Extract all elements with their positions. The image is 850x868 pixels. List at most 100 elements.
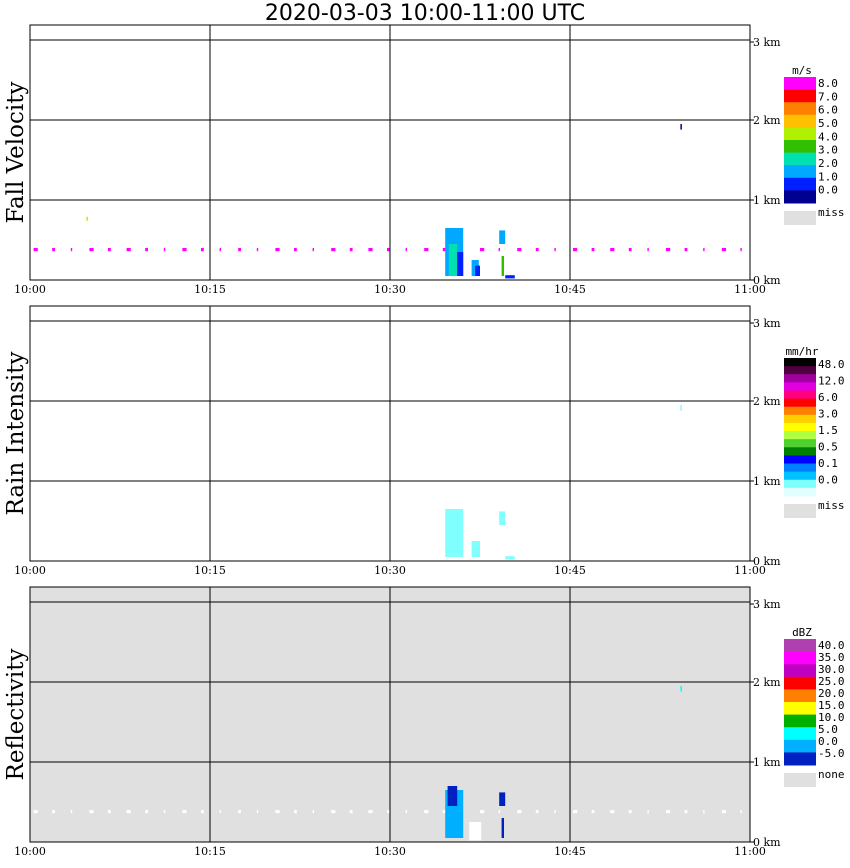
echo-band-cell [405, 248, 407, 252]
legend-swatch [784, 152, 816, 166]
echo-band-cell [219, 248, 221, 252]
panel-1: 10:00 10:15 10:30 10:45 11:000 km 1 km 2 km 3 k… [3, 305, 845, 577]
echo-cell [469, 822, 482, 841]
echo-band-cell [145, 248, 148, 252]
echo-cell [447, 786, 458, 806]
legend-swatch [784, 406, 816, 416]
x-tick-label: 10:15 [194, 564, 226, 577]
echo-cell [505, 556, 515, 560]
echo-band-cell [610, 810, 615, 814]
echo-band-cell [740, 810, 742, 814]
y-tick-label: 2 km [753, 114, 781, 127]
echo-cell [499, 511, 506, 525]
legend-swatch [784, 140, 816, 154]
x-tick-label: 10:15 [194, 283, 226, 296]
echo-band-cell [721, 248, 726, 252]
legend-swatch [784, 639, 816, 653]
echo-cell [499, 792, 506, 806]
echo-band-cell [628, 248, 632, 252]
legend-miss-label: miss [818, 499, 845, 512]
legend-label: 1.0 [818, 170, 838, 183]
echo-band-cell [703, 810, 705, 814]
legend-label: 30.0 [818, 663, 845, 676]
legend-label: -5.0 [818, 747, 845, 760]
legend-label: 20.0 [818, 687, 845, 700]
echo-band-cell [89, 248, 94, 252]
legend-label: 4.0 [818, 130, 838, 143]
x-tick-label: 10:30 [374, 283, 406, 296]
echo-band-cell [52, 810, 55, 814]
echo-band-cell [647, 810, 649, 814]
echo-band-cell [238, 248, 241, 252]
echo-band-cell [554, 810, 556, 814]
y-axis-label: Reflectivity [3, 649, 29, 781]
echo-band-cell [294, 248, 297, 252]
echo-band-cell [684, 810, 688, 814]
echo-band-cell [535, 248, 539, 252]
y-axis-label: Fall Velocity [3, 82, 29, 224]
echo-band-cell [70, 248, 73, 252]
legend-label: 48.0 [818, 358, 845, 371]
echo-band-cell [201, 248, 204, 252]
echo-band-cell [108, 248, 111, 252]
y-axis-label: Rain Intensity [3, 351, 29, 515]
legend-label: 40.0 [818, 639, 845, 652]
legend-swatch [784, 114, 816, 128]
echo-band-cell [275, 248, 280, 252]
echo-band-cell [480, 810, 485, 814]
echo-band-cell [666, 248, 671, 252]
legend-unit: m/s [792, 64, 812, 77]
legend-swatch [784, 177, 816, 191]
x-tick-label: 11:00 [734, 564, 766, 577]
echo-cell [680, 405, 682, 411]
echo-band-cell [424, 248, 429, 252]
echo-band-cell [331, 248, 336, 252]
echo-band-cell [591, 810, 595, 814]
echo-band-cell [89, 810, 94, 814]
legend-label: 3.0 [818, 144, 838, 157]
legend-swatch [784, 739, 816, 753]
y-tick-label: 0 km [753, 555, 781, 568]
echo-band-cell [349, 810, 353, 814]
echo-band-cell [498, 810, 500, 814]
echo-cell [680, 124, 682, 130]
panel-0: 10:00 10:15 10:30 10:45 11:000 km 1 km 2 km 3 k… [3, 24, 845, 296]
echo-band-cell [591, 248, 595, 252]
legend-swatch [784, 358, 816, 367]
legend-label: 1.5 [818, 424, 838, 437]
legend-swatch [784, 431, 816, 440]
echo-band-cell [312, 810, 314, 814]
y-tick-label: 0 km [753, 274, 781, 287]
y-tick-label: 1 km [753, 475, 781, 488]
echo-cell [86, 216, 88, 221]
echo-cell [457, 252, 464, 276]
legend-swatch [784, 487, 816, 497]
x-tick-label: 10:30 [374, 564, 406, 577]
x-tick-label: 10:00 [14, 283, 46, 296]
legend-label: 0.0 [818, 735, 838, 748]
x-tick-label: 10:45 [554, 283, 586, 296]
echo-cell [445, 509, 464, 557]
legend-label: 0.1 [818, 457, 838, 470]
x-tick-label: 10:45 [554, 564, 586, 577]
y-tick-label: 1 km [753, 194, 781, 207]
legend-swatch [784, 702, 816, 716]
x-tick-label: 11:00 [734, 283, 766, 296]
legend-swatch [784, 664, 816, 678]
echo-cell [475, 265, 480, 276]
echo-band-cell [256, 810, 259, 814]
echo-band-cell [238, 810, 241, 814]
x-tick-label: 10:00 [14, 845, 46, 858]
legend-label: 25.0 [818, 675, 845, 688]
echo-band-cell [275, 810, 280, 814]
legend-swatch [784, 382, 816, 391]
legend-label: 7.0 [818, 90, 838, 103]
echo-band-cell [517, 248, 522, 252]
x-tick-label: 10:15 [194, 845, 226, 858]
echo-cell [505, 275, 515, 279]
echo-band-cell [628, 810, 632, 814]
echo-band-cell [294, 810, 297, 814]
echo-band-cell [349, 248, 353, 252]
legend-swatch [784, 190, 816, 204]
legend-swatch [784, 752, 816, 766]
